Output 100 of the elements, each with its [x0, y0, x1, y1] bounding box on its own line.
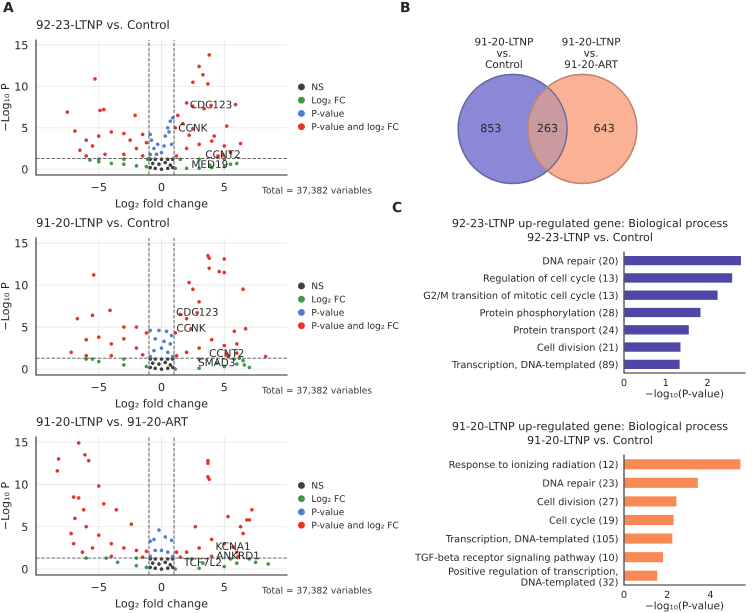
x-tick-label: 0: [158, 582, 164, 592]
point: [84, 524, 88, 529]
point: [114, 508, 118, 512]
point: [222, 270, 226, 274]
point: [150, 162, 155, 166]
point: [140, 154, 145, 158]
bar: [624, 514, 676, 526]
bar: [624, 358, 682, 370]
point: [66, 110, 70, 114]
point: [134, 346, 138, 350]
point: [73, 516, 77, 520]
point: [222, 144, 226, 148]
y-tick-label: Positive regulation of transcription, DNA-templated (32): [448, 567, 618, 588]
point: [164, 329, 168, 334]
point: [197, 64, 201, 68]
point: [160, 548, 164, 552]
point: [144, 364, 148, 368]
legend-label: P-value and log₂ FC: [312, 322, 398, 331]
point: [162, 340, 166, 344]
x-tick-label: 0: [622, 378, 626, 386]
point: [90, 313, 94, 318]
point: [224, 124, 229, 128]
bar: [624, 550, 664, 564]
point: [266, 562, 270, 566]
point: [152, 348, 156, 352]
legend-label: Log₂ FC: [312, 96, 345, 106]
x-axis-title: −log₁₀(P-value): [646, 601, 724, 612]
y-tick-label: 15: [15, 41, 28, 50]
point: [234, 102, 238, 106]
x-tick-label: 0: [622, 590, 626, 598]
y-tick-label: DNA repair (23): [543, 479, 618, 489]
x-tick-label: −5: [92, 182, 106, 192]
point: [194, 524, 198, 529]
point: [170, 142, 174, 146]
point: [134, 146, 138, 150]
chart-title: 92-23-LTNP vs. Control: [36, 20, 169, 30]
x-tick-label: 2: [664, 590, 670, 598]
y-tick-label: Cell division (21): [537, 343, 618, 352]
point: [134, 325, 138, 329]
point: [248, 518, 252, 522]
point: [232, 329, 236, 334]
bar: [624, 458, 742, 471]
bar: [624, 272, 734, 284]
y-tick-label: 10: [15, 82, 28, 91]
x-tick-label: 5: [222, 182, 227, 192]
annotation: CCNK: [176, 324, 206, 332]
point: [154, 152, 158, 156]
point: [187, 133, 191, 138]
point: [96, 484, 101, 488]
legend-label: P-value: [312, 110, 344, 117]
point: [184, 146, 188, 150]
legend-label: NS: [312, 482, 324, 489]
point: [174, 154, 178, 158]
point: [134, 564, 138, 568]
y-tick-label: DNA repair (20): [543, 256, 618, 266]
point: [207, 477, 212, 482]
point: [122, 132, 126, 136]
chart-subtitle: 92-23-LTNP vs. Control: [528, 232, 652, 242]
point: [153, 366, 158, 370]
point: [134, 548, 138, 552]
point: [174, 354, 178, 358]
y-tick-label: Response to ionizing radiation (12): [450, 460, 618, 470]
point: [122, 337, 126, 341]
point: [150, 561, 155, 565]
point: [191, 287, 195, 292]
point: [250, 508, 254, 512]
y-tick-label: 5: [22, 323, 28, 332]
point: [157, 162, 161, 166]
point: [166, 166, 170, 170]
point: [162, 144, 166, 148]
point: [103, 152, 107, 156]
point: [84, 354, 88, 358]
point: [184, 166, 188, 170]
x-axis-title: Log₂ fold change: [116, 598, 208, 610]
x-axis-title: −log₁₀(P-value): [646, 389, 724, 400]
point: [222, 344, 226, 348]
point: [234, 362, 239, 366]
point: [167, 130, 171, 134]
point: [109, 354, 114, 358]
point: [157, 528, 161, 532]
point: [157, 362, 161, 366]
point: [163, 535, 168, 539]
point: [76, 496, 81, 500]
text: C: [392, 202, 402, 212]
point: [80, 550, 84, 554]
category-label: 91-20-LTNP vs. Control: [475, 38, 533, 68]
y-tick-label: Protein phosphorylation (28): [480, 308, 618, 318]
y-tick-label: 0: [22, 165, 28, 174]
y-tick-label: TGF-beta receptor signaling pathway (10): [415, 553, 618, 563]
point: [234, 342, 239, 346]
point: [96, 335, 101, 340]
annotation: TCF7L2: [184, 558, 221, 566]
point: [157, 328, 161, 332]
point: [109, 342, 114, 346]
y-tick-label: Cell cycle (19): [550, 516, 618, 526]
point: [238, 524, 242, 529]
x-tick-label: −5: [92, 582, 106, 592]
point: [102, 502, 106, 506]
y-tick-label: G2/M transition of mitotic cell cycle (13): [424, 292, 618, 301]
y-tick-label: 10: [15, 480, 28, 489]
